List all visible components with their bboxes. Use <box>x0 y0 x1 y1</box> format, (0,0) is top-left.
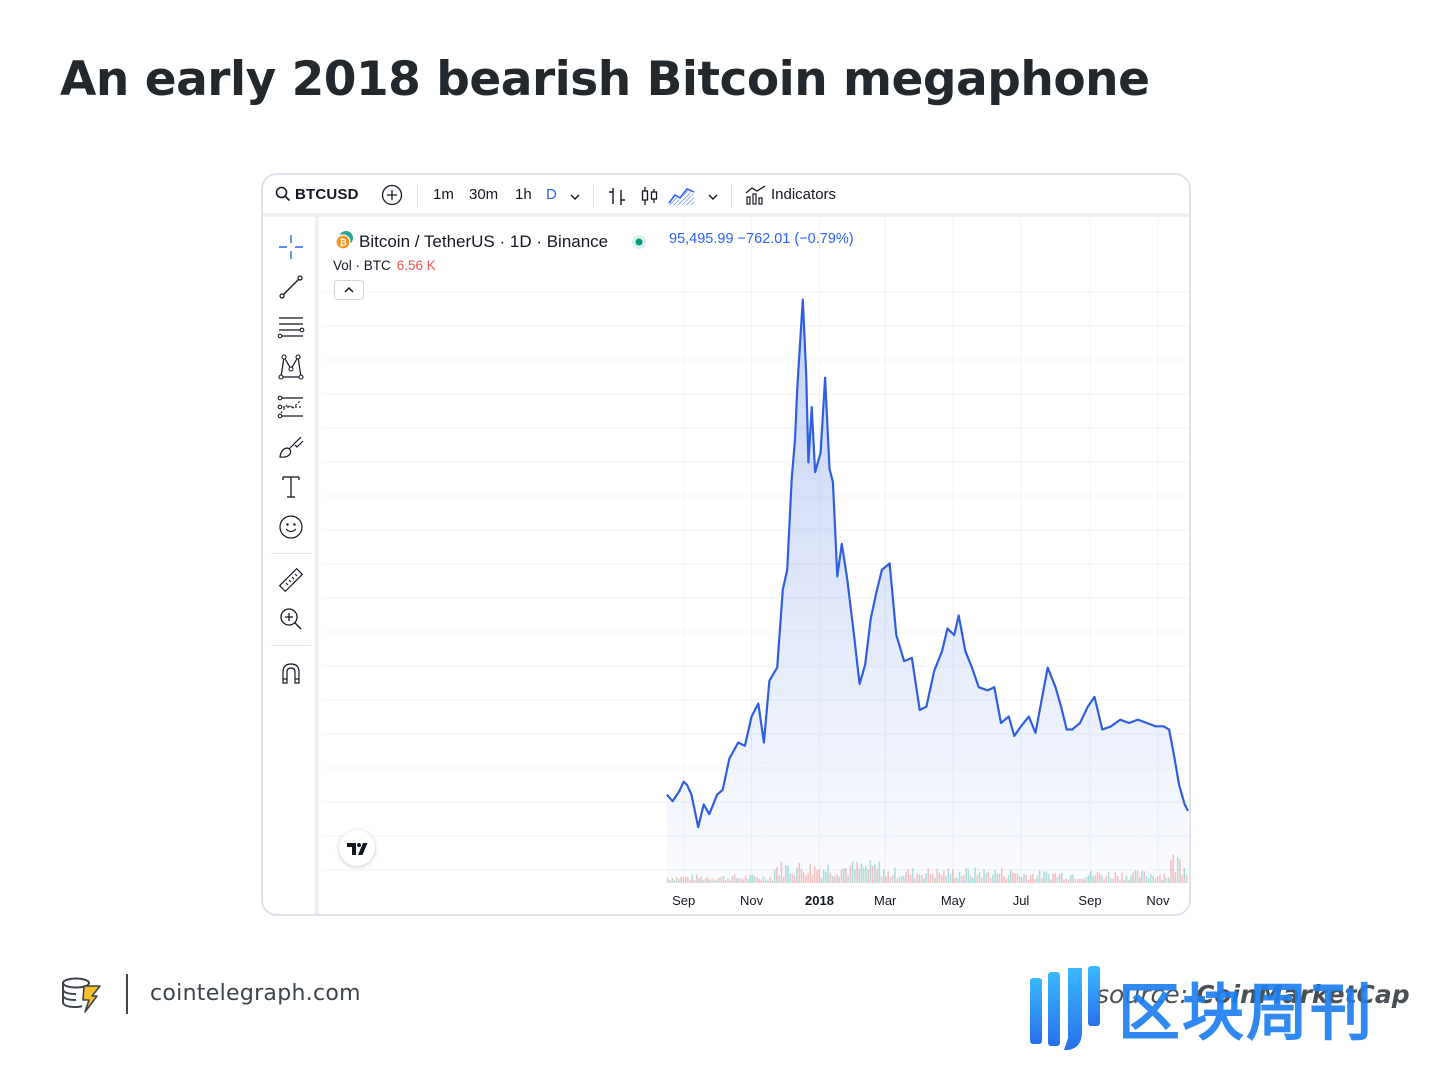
ruler-icon[interactable] <box>277 566 305 594</box>
brush-icon[interactable] <box>277 433 305 461</box>
bitcoin-coin-icon: ₿ <box>335 230 355 255</box>
price-chart[interactable]: Sep Nov 2018 Mar May Jul Sep Nov <box>263 175 1189 914</box>
candles-icon[interactable] <box>640 185 660 211</box>
interval-1m[interactable]: 1m <box>433 186 454 203</box>
watermark-logo: 区块周刊 <box>1030 966 1374 1050</box>
chevron-down-icon[interactable] <box>569 189 581 206</box>
chart-window: BTCUSD 1m 30m 1h D Indicators <box>261 173 1191 916</box>
symbol-search[interactable]: BTCUSD <box>295 186 359 203</box>
source-name: CoinMarketCap <box>1195 980 1410 1009</box>
indicators-icon[interactable] <box>745 184 767 210</box>
interval-30m[interactable]: 30m <box>469 186 499 203</box>
trend-line-icon[interactable] <box>277 273 305 301</box>
chevron-up-icon <box>344 286 354 293</box>
chart-legend: ₿ Bitcoin / TetherUS · 1D · Binance 95,4… <box>335 230 854 255</box>
site-url[interactable]: cointelegraph.com <box>150 981 361 1006</box>
x-tick-label: 2018 <box>805 893 834 908</box>
chart-toolbar: BTCUSD 1m 30m 1h D Indicators <box>263 175 1189 217</box>
x-tick-label: May <box>941 893 966 908</box>
x-tick-label: Sep <box>672 893 695 908</box>
volume-value: 6.56 K <box>396 258 436 273</box>
forecast-icon[interactable] <box>277 393 305 421</box>
svg-text:区块周刊: 区块周刊 <box>1118 976 1374 1049</box>
pair-title: Bitcoin / TetherUS · 1D · Binance <box>359 232 609 251</box>
search-icon[interactable] <box>275 186 291 206</box>
zoom-in-icon[interactable] <box>277 605 305 633</box>
x-tick-label: Mar <box>874 893 897 908</box>
svg-text:₿: ₿ <box>339 238 346 249</box>
x-tick-label: Nov <box>1146 893 1170 908</box>
crosshair-icon[interactable] <box>277 233 305 261</box>
magnet-icon[interactable] <box>277 659 305 687</box>
interval-d[interactable]: D <box>546 186 557 203</box>
fib-retracement-icon[interactable] <box>277 313 305 341</box>
page-title: An early 2018 bearish Bitcoin megaphone <box>60 52 1150 107</box>
interval-1h[interactable]: 1h <box>515 186 532 203</box>
footer-divider <box>126 974 128 1014</box>
price-line <box>666 298 1189 829</box>
last-price-quote: 95,495.99 −762.01 (−0.79%) <box>669 231 854 247</box>
pattern-icon[interactable] <box>277 353 305 381</box>
x-tick-label: Jul <box>1013 893 1030 908</box>
compare-add-icon[interactable] <box>381 184 403 210</box>
cointelegraph-logo-icon <box>62 977 101 1013</box>
chevron-down-icon[interactable] <box>707 189 719 206</box>
x-tick-label: Sep <box>1078 893 1101 908</box>
drawing-toolbar <box>263 217 319 914</box>
x-tick-label: Nov <box>740 893 764 908</box>
area-style-icon[interactable] <box>668 185 696 211</box>
tradingview-logo[interactable] <box>339 830 375 866</box>
bar-style-icon[interactable] <box>607 185 627 211</box>
text-icon[interactable] <box>277 473 305 501</box>
collapse-legend-button[interactable] <box>334 280 364 300</box>
volume-legend: Vol · BTC 6.56 K <box>333 258 436 273</box>
indicators-button[interactable]: Indicators <box>771 186 837 203</box>
emoji-icon[interactable] <box>277 513 305 541</box>
source-credit: source: CoinMarketCap <box>1096 980 1410 1009</box>
market-open-icon <box>631 234 647 255</box>
price-area-fill <box>667 299 1188 884</box>
